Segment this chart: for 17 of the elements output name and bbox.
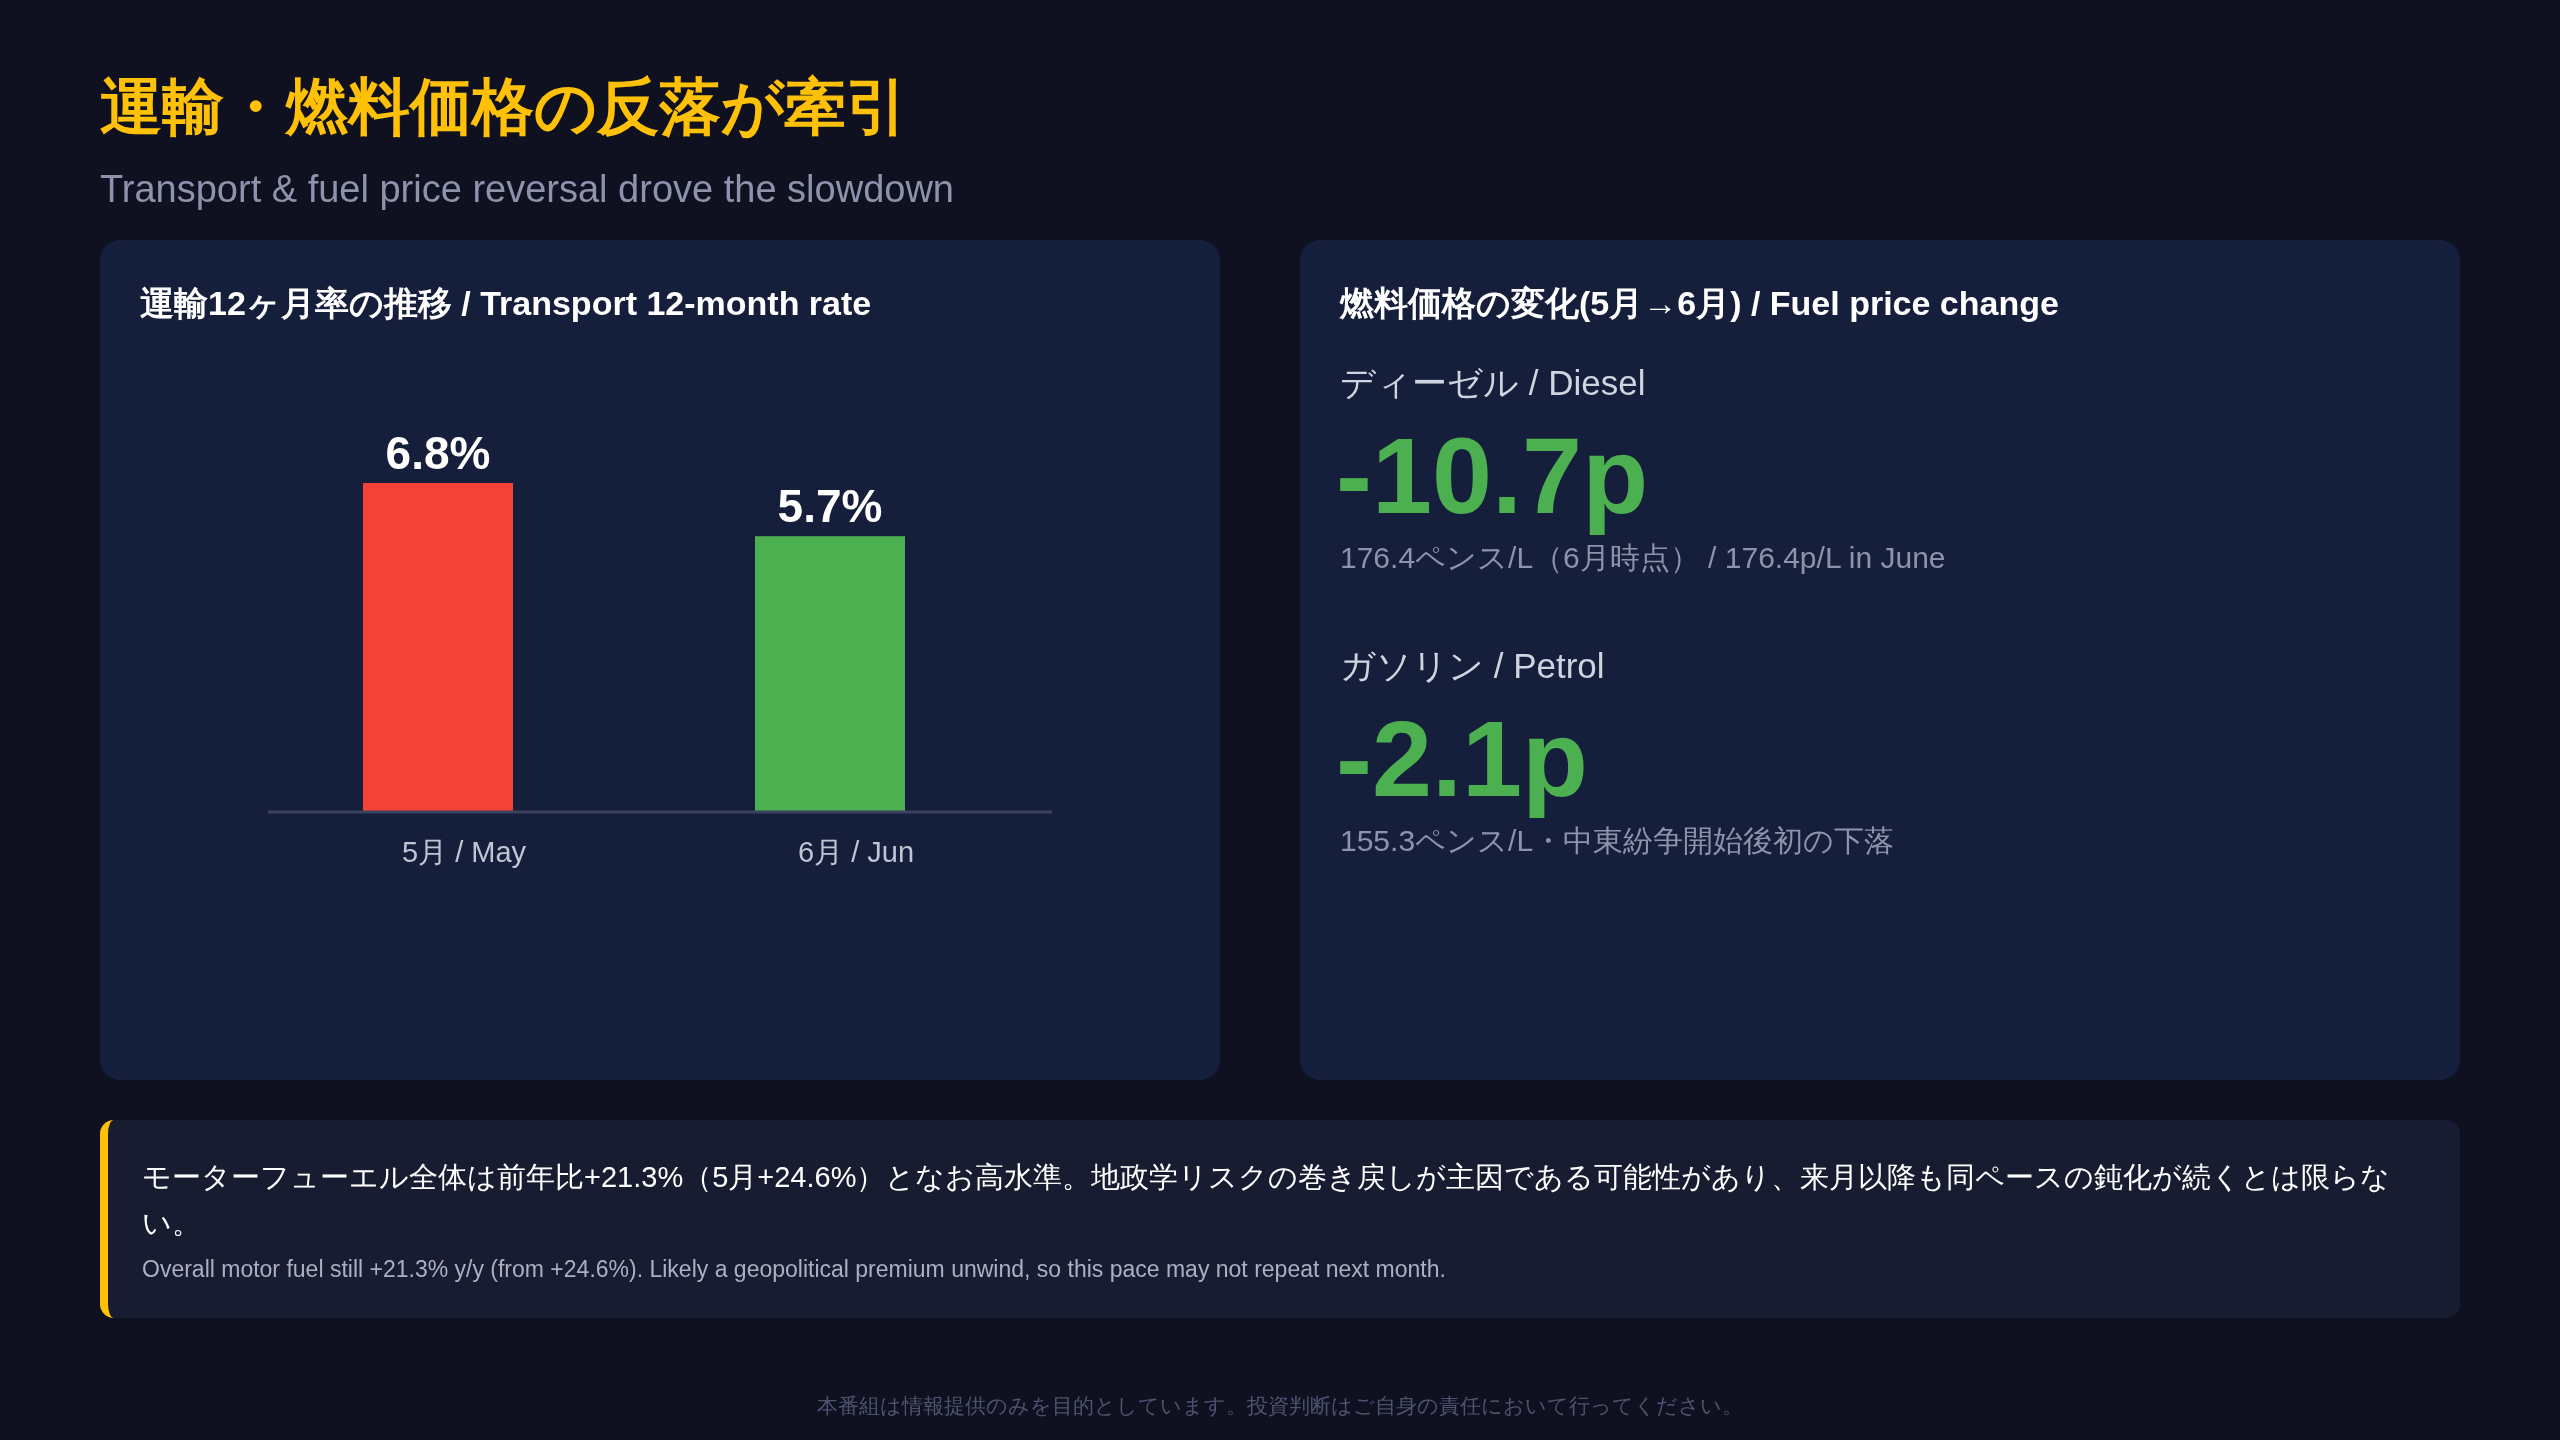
chart-title: 運輸12ヶ月率の推移 / Transport 12-month rate bbox=[140, 284, 872, 322]
text: -2.1p bbox=[1336, 698, 1589, 819]
text: Overall motor fuel still +21.3% y/y (from +24.6%). Likely a geopolitical premium unwind, so this pace may not repeat next month. bbox=[142, 1256, 1447, 1283]
text: モーターフューエル全体は前年比+21.3%（5月+24.6%）となお高水準。地政学リスクの巻き戻しが主因である可能性があり、来月以降も同ペースの鈍化が続くとは限らない。 bbox=[142, 1160, 2392, 1241]
text: 運輸・燃料価格の反落が牽引 bbox=[100, 72, 908, 141]
x-tick-label: 5月 / May bbox=[401, 836, 527, 868]
data-label: 6.8% bbox=[385, 427, 491, 479]
text: 176.4ペンス/L（6月時点） / 176.4p/L in June bbox=[1340, 541, 1946, 574]
text: 155.3ペンス/L・中東紛争開始後初の下落 bbox=[1340, 824, 1895, 857]
x-tick-label: 6月 / Jun bbox=[797, 836, 915, 868]
text: Transport & fuel price reversal drove the slowdown bbox=[100, 168, 954, 210]
text: ディーゼル / Diesel bbox=[1340, 363, 1646, 402]
text: -10.7p bbox=[1336, 415, 1649, 536]
data-label: 5.7% bbox=[777, 480, 883, 533]
text: 本番組は情報提供のみを目的としています。投資判断はご自身の責任において行ってください。 bbox=[816, 1393, 1744, 1419]
text: 燃料価格の変化(5月→6月) / Fuel price change bbox=[1339, 284, 2059, 322]
text: ガソリン / Petrol bbox=[1340, 646, 1605, 685]
